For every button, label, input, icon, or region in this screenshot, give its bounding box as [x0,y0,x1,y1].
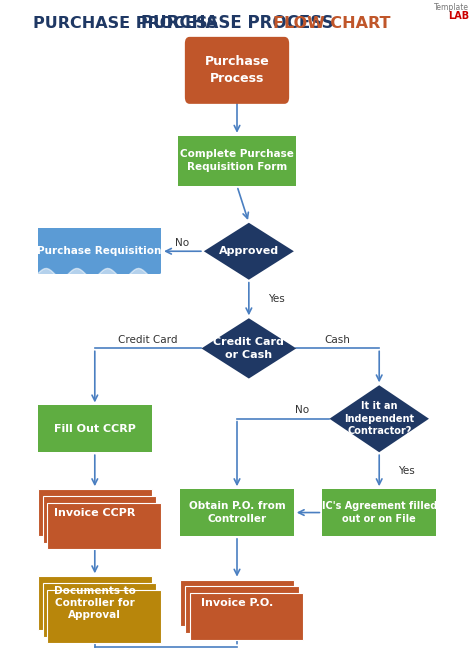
Text: PURCHASE PROCESS: PURCHASE PROCESS [141,15,333,32]
Text: Cash: Cash [325,335,351,344]
FancyBboxPatch shape [47,590,161,643]
FancyBboxPatch shape [47,502,161,549]
FancyBboxPatch shape [180,580,294,626]
Text: Yes: Yes [268,294,284,304]
Text: Purchase Requisition: Purchase Requisition [37,247,162,256]
FancyBboxPatch shape [38,405,152,452]
Polygon shape [329,385,429,452]
FancyBboxPatch shape [185,37,289,104]
Text: No: No [175,238,190,247]
FancyBboxPatch shape [43,496,156,543]
FancyBboxPatch shape [185,586,299,633]
Text: LAB: LAB [448,11,469,21]
Text: Purchase
Process: Purchase Process [205,56,269,85]
Text: Invoice CCPR: Invoice CCPR [54,508,136,517]
Text: It it an
Independent
Contractor?: It it an Independent Contractor? [344,401,414,436]
Text: No: No [295,405,309,415]
Text: Documents to
Controller for
Approval: Documents to Controller for Approval [54,586,136,620]
FancyBboxPatch shape [190,593,303,640]
FancyBboxPatch shape [322,489,436,536]
FancyBboxPatch shape [43,583,156,636]
Text: IC's Agreement filled
out or on File: IC's Agreement filled out or on File [321,501,437,524]
Text: Obtain P.O. from
Controller: Obtain P.O. from Controller [189,501,285,524]
Text: Invoice P.O.: Invoice P.O. [201,598,273,608]
FancyBboxPatch shape [178,135,296,186]
Text: Credit Card
or Cash: Credit Card or Cash [213,337,284,360]
Polygon shape [201,318,296,379]
Text: Approved: Approved [219,247,279,256]
FancyBboxPatch shape [38,576,152,630]
FancyBboxPatch shape [38,489,152,536]
FancyBboxPatch shape [180,489,294,536]
Text: PURCHASE PROCESS: PURCHASE PROCESS [33,16,218,31]
Text: Yes: Yes [398,466,415,476]
Polygon shape [204,222,294,280]
FancyBboxPatch shape [38,228,161,274]
Text: Template: Template [434,3,469,12]
Text: Credit Card: Credit Card [118,335,178,344]
Text: Fill Out CCRP: Fill Out CCRP [54,424,136,433]
Text: FLOW CHART: FLOW CHART [273,16,391,31]
Text: Complete Purchase
Requisition Form: Complete Purchase Requisition Form [180,149,294,172]
